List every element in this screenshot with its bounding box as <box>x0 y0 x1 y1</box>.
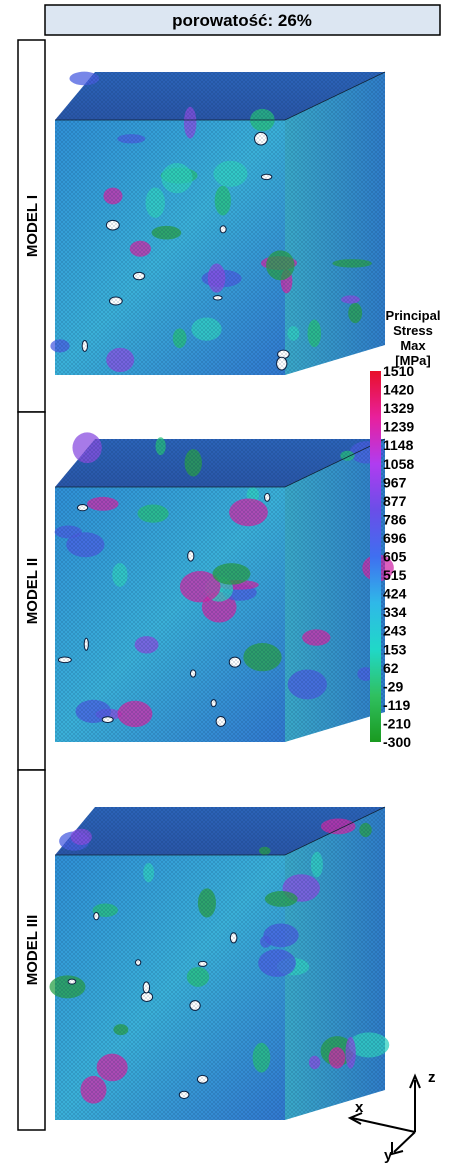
colorbar-tick-label: 696 <box>383 530 407 546</box>
colorbar-tick-label: 424 <box>383 586 407 602</box>
header-title: porowatość: 26% <box>172 11 312 30</box>
cube <box>49 807 389 1120</box>
axis-label-x: x <box>355 1099 364 1116</box>
colorbar-tick-label: -300 <box>383 734 411 750</box>
colorbar-tick-label: 1510 <box>383 363 414 379</box>
mesh <box>55 807 385 1120</box>
model-labels: MODEL I MODEL II MODEL III <box>18 40 45 1130</box>
cubes <box>49 72 393 1120</box>
colorbar-tick-label: 153 <box>383 641 407 657</box>
cube <box>55 432 394 742</box>
model-label: MODEL I <box>24 195 41 257</box>
colorbar-tick-label: 1148 <box>383 437 414 453</box>
colorbar: PrincipalStressMax[MPa]15101420132912391… <box>370 308 440 750</box>
axis-label-y: y <box>384 1147 393 1164</box>
cube <box>50 72 385 375</box>
model-label: MODEL II <box>24 558 41 624</box>
colorbar-tick-label: -29 <box>383 678 403 694</box>
mesh <box>55 72 385 375</box>
colorbar-tick-label: 1058 <box>383 456 414 472</box>
colorbar-tick-label: 334 <box>383 604 407 620</box>
axis-label-z: z <box>428 1069 436 1086</box>
y-arrow <box>394 1132 415 1152</box>
colorbar-tick-label: 1239 <box>383 419 414 435</box>
colorbar-title: Principal <box>386 308 441 323</box>
figure: porowatość: 26% MODEL I MODEL II MODEL III… <box>0 0 465 1164</box>
model-label: MODEL III <box>24 915 41 986</box>
colorbar-tick-label: -119 <box>383 697 410 713</box>
mesh <box>55 439 385 742</box>
colorbar-tick-label: 243 <box>383 623 407 639</box>
colorbar-tick-label: 1420 <box>383 382 414 398</box>
colorbar-scale <box>370 371 381 742</box>
colorbar-tick-label: 1329 <box>383 400 414 416</box>
colorbar-title: Max <box>400 338 426 353</box>
colorbar-tick-label: 515 <box>383 567 407 583</box>
colorbar-tick-label: 967 <box>383 474 407 490</box>
x-arrow <box>352 1118 415 1132</box>
colorbar-tick-label: 62 <box>383 660 399 676</box>
colorbar-tick-label: 786 <box>383 511 407 527</box>
colorbar-tick-label: -210 <box>383 715 411 731</box>
colorbar-title: Stress <box>393 323 433 338</box>
colorbar-tick-label: 877 <box>383 493 407 509</box>
colorbar-tick-label: 605 <box>383 549 407 565</box>
